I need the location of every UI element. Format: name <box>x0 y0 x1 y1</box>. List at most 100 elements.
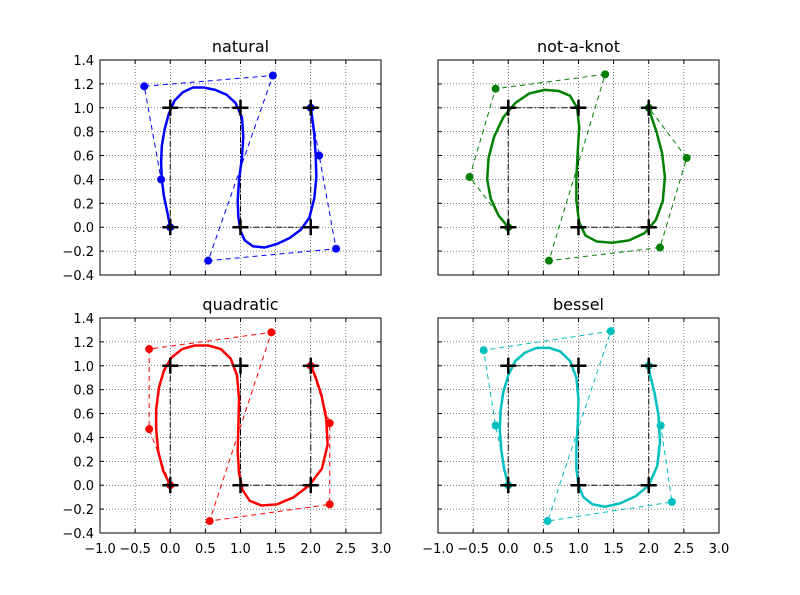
y-tick-label: 1.2 <box>73 336 94 351</box>
x-tick-label: 0.0 <box>498 542 519 557</box>
control-point <box>268 71 277 80</box>
control-point <box>145 345 154 354</box>
knot-path <box>507 365 650 486</box>
knot-marker <box>232 219 249 236</box>
control-point <box>332 244 341 253</box>
axes-frame <box>99 59 382 276</box>
x-tick-label: 1.0 <box>568 542 589 557</box>
y-tick-label: −0.2 <box>62 245 94 260</box>
y-tick-label: 0.2 <box>73 197 94 212</box>
control-point <box>491 84 500 93</box>
control-point <box>491 421 500 430</box>
knot-marker <box>232 99 249 116</box>
knot-marker <box>500 357 517 374</box>
x-tick-label: −1.0 <box>84 542 116 557</box>
control-point <box>325 500 334 509</box>
panel-title: quadratic <box>202 295 278 314</box>
x-tick-label: 2.0 <box>638 542 659 557</box>
x-tick-label: 1.5 <box>265 542 286 557</box>
y-tick-label: 0.0 <box>73 479 94 494</box>
knot-marker <box>232 357 249 374</box>
y-tick-label: 0.6 <box>73 408 94 423</box>
axes-frame <box>437 317 720 534</box>
knot-marker <box>640 477 657 494</box>
x-tick-label: 2.5 <box>336 542 357 557</box>
y-tick-label: −0.4 <box>62 269 94 284</box>
control-point <box>465 173 474 182</box>
control-polygon <box>483 330 673 522</box>
y-tick-label: 0.6 <box>73 150 94 165</box>
control-point <box>601 70 610 79</box>
control-point <box>140 82 149 91</box>
control-point <box>479 346 488 355</box>
knot-marker <box>232 477 249 494</box>
x-tick-label: 2.0 <box>300 542 321 557</box>
control-point <box>544 256 553 265</box>
knot-marker <box>500 219 517 236</box>
y-tick-label: 0.4 <box>73 173 94 188</box>
control-point <box>667 497 676 506</box>
y-tick-label: 1.0 <box>73 360 94 375</box>
spline-curve <box>498 346 662 508</box>
control-point <box>543 517 552 526</box>
axes-frame <box>437 59 720 276</box>
y-tick-label: 1.4 <box>73 312 94 327</box>
y-tick-label: 1.2 <box>73 78 94 93</box>
knot-marker <box>500 99 517 116</box>
knot-path <box>169 365 312 486</box>
spline-curve <box>154 344 329 507</box>
y-tick-label: 0.0 <box>73 221 94 236</box>
spline-curve <box>159 86 318 249</box>
y-tick-label: 0.8 <box>73 126 94 141</box>
y-tick-label: 0.4 <box>73 431 94 446</box>
knot-marker <box>640 219 657 236</box>
panel-not-a-knot: not-a-knot <box>437 37 720 276</box>
y-tick-label: 0.2 <box>73 455 94 470</box>
y-tick-label: −0.4 <box>62 527 94 542</box>
x-tick-label: 3.0 <box>709 542 730 557</box>
panel-title: bessel <box>553 295 604 314</box>
x-tick-label: 3.0 <box>371 542 392 557</box>
knot-marker <box>570 357 587 374</box>
panel-natural: −0.4 −0.2 0.0 0.2 0.4 0.6 0.8 1.0 1.2 1.4 natural <box>62 37 382 284</box>
knot-marker <box>640 99 657 116</box>
control-point <box>267 328 276 337</box>
knot-marker <box>500 477 517 494</box>
panel-quadratic: −1.0 −0.5 0.0 0.5 1.0 1.5 2.0 2.5 3.0 −0.4 −0.2 0.0… <box>62 295 391 557</box>
knot-marker <box>570 477 587 494</box>
control-point <box>606 327 615 336</box>
knot-marker <box>162 477 179 494</box>
knot-marker <box>570 99 587 116</box>
x-tick-label: 0.5 <box>533 542 554 557</box>
knot-marker <box>162 99 179 116</box>
x-tick-label: 0.0 <box>160 542 181 557</box>
knot-marker <box>570 219 587 236</box>
control-point <box>655 243 664 252</box>
knot-marker <box>302 357 319 374</box>
x-tick-label: 0.5 <box>195 542 216 557</box>
y-tick-label: 1.0 <box>73 102 94 117</box>
axes-frame <box>99 317 382 534</box>
control-point <box>145 425 154 434</box>
knot-path <box>507 107 650 228</box>
control-point <box>204 256 213 265</box>
x-tick-label: 1.0 <box>230 542 251 557</box>
knot-marker <box>302 477 319 494</box>
panel-title: not-a-knot <box>537 37 620 56</box>
x-tick-label: −0.5 <box>119 542 151 557</box>
spline-curve <box>485 88 667 244</box>
knot-marker <box>640 357 657 374</box>
control-polygon <box>148 331 331 522</box>
x-tick-label: −0.5 <box>457 542 489 557</box>
x-tick-label: 1.5 <box>603 542 624 557</box>
panel-title: natural <box>212 37 269 56</box>
y-tick-label: −0.2 <box>62 503 94 518</box>
knot-marker <box>302 99 319 116</box>
control-point <box>205 517 214 526</box>
panel-bessel: −1.0 −0.5 0.0 0.5 1.0 1.5 2.0 2.5 3.0 bessel <box>422 295 729 557</box>
knot-marker <box>162 357 179 374</box>
x-tick-label: −1.0 <box>422 542 454 557</box>
control-point <box>682 153 691 162</box>
knot-marker <box>302 219 319 236</box>
